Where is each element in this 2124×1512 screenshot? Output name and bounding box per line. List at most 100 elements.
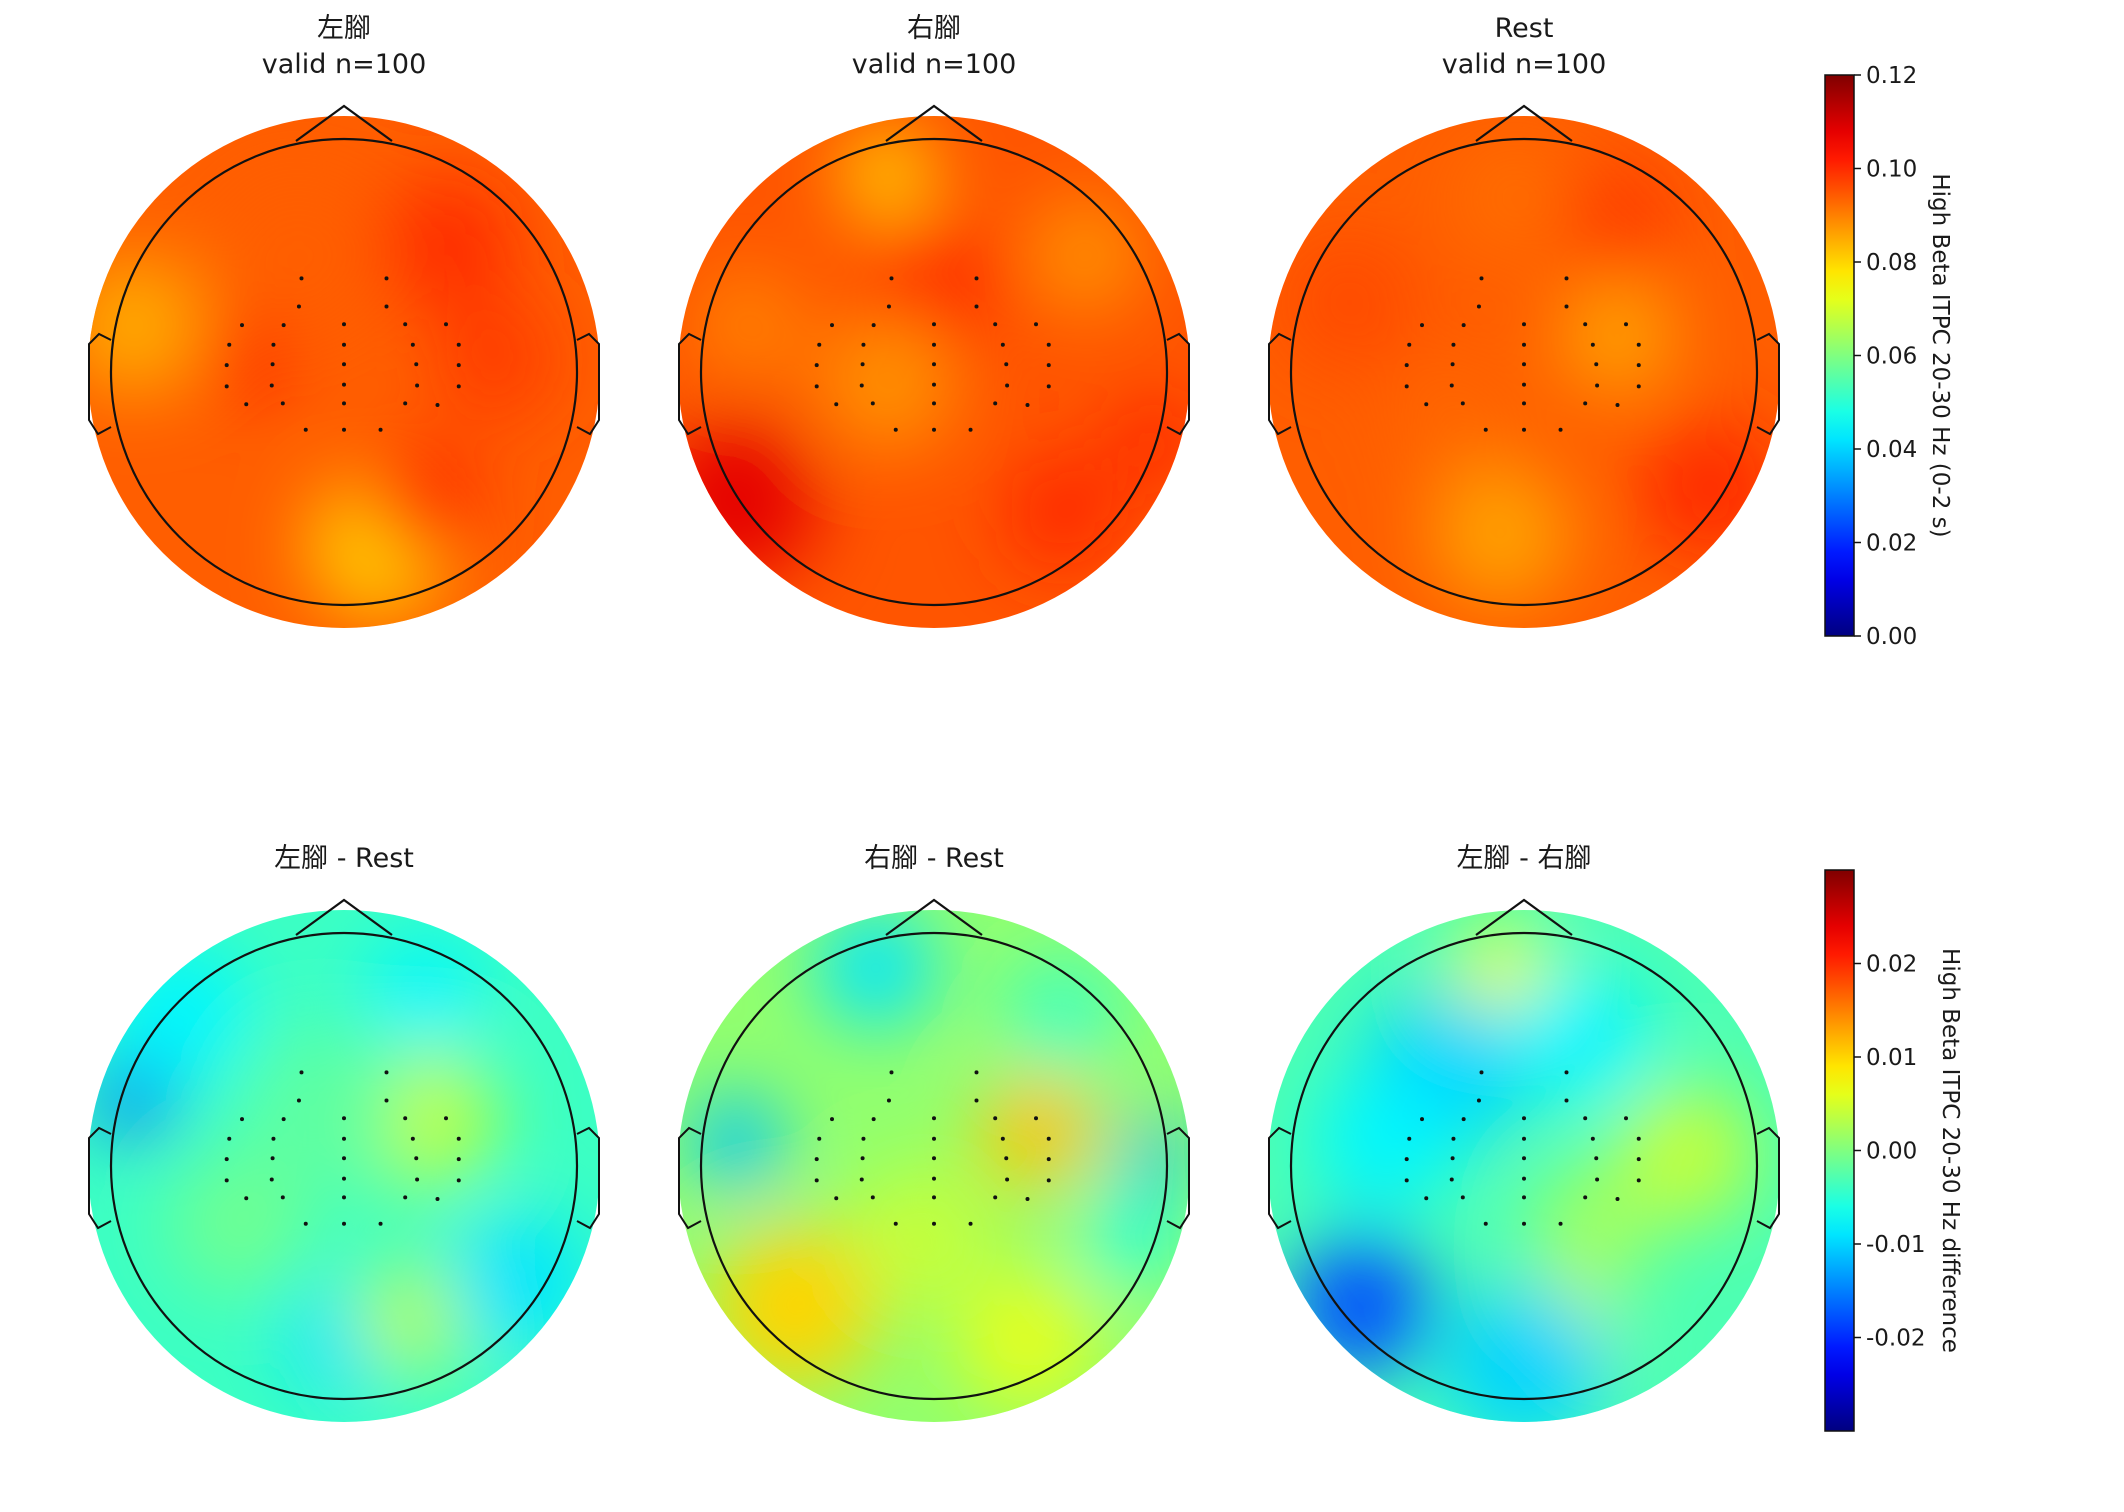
sensor-dot xyxy=(1636,363,1641,368)
topomap-blob xyxy=(215,173,379,338)
sensor-dot xyxy=(1522,1176,1526,1181)
topomap-title-line2: valid n=100 xyxy=(262,49,427,80)
sensor-dot xyxy=(814,1178,819,1183)
sensor-dot xyxy=(1460,401,1465,406)
sensor-dot xyxy=(1450,362,1455,367)
topomap-field xyxy=(678,116,1190,628)
sensor-dot xyxy=(435,403,440,408)
topomap-blob xyxy=(110,944,251,1085)
nose-outline xyxy=(295,104,393,142)
sensor-dot xyxy=(280,401,285,406)
sensor-dot xyxy=(342,1156,346,1161)
topomap-blob xyxy=(1558,278,1676,396)
sensor-dot xyxy=(269,1177,274,1182)
sensor-dot xyxy=(1583,322,1588,327)
sensor-dot xyxy=(974,1098,979,1103)
sensor-dot xyxy=(303,1221,308,1226)
head-outline xyxy=(109,137,579,607)
sensor-dot xyxy=(1004,1156,1009,1161)
sensor-dot xyxy=(1595,383,1600,388)
head-outline xyxy=(109,931,579,1401)
sensor-dot xyxy=(860,362,865,367)
sensor-dot xyxy=(384,1070,389,1075)
sensor-dot xyxy=(244,1196,249,1201)
sensor-dot xyxy=(1450,1156,1455,1161)
topomap-4: 左腳 - Rest xyxy=(88,843,600,1422)
sensor-dot xyxy=(342,401,346,406)
sensor-dot xyxy=(1590,342,1595,347)
sensor-dot xyxy=(384,276,389,281)
sensor-dot xyxy=(1636,1178,1641,1183)
colorbar-tick-label: -0.02 xyxy=(1866,1326,1926,1352)
sensor-dot xyxy=(1420,1117,1424,1122)
sensor-dot xyxy=(1025,1197,1030,1202)
sensor-dot xyxy=(834,402,839,407)
topomap-field xyxy=(1268,116,1780,628)
sensor-dot xyxy=(1636,1157,1641,1162)
sensor-dot xyxy=(974,276,979,281)
colorbar-tick-label: 0.04 xyxy=(1866,437,1917,463)
sensor-dot xyxy=(1483,1221,1488,1226)
sensor-dot xyxy=(814,1157,819,1162)
sensor-dot xyxy=(1451,1136,1456,1141)
sensor-dot xyxy=(342,1221,346,1226)
sensor-dot xyxy=(1583,1116,1588,1121)
colorbar-tick-label: 0.02 xyxy=(1866,952,1917,978)
sensor-dot xyxy=(296,304,301,309)
sensor-dot xyxy=(1046,1178,1051,1183)
sensor-dot xyxy=(342,322,346,327)
topomap-blob xyxy=(383,178,515,310)
sensor-dot xyxy=(974,304,979,309)
sensor-dot xyxy=(384,1098,389,1103)
sensor-dot xyxy=(1522,1221,1526,1226)
sensor-dot xyxy=(1615,403,1620,408)
sensor-dot xyxy=(1424,402,1429,407)
sensor-dot xyxy=(1034,322,1038,327)
sensor-dot xyxy=(342,1116,346,1121)
sensor-dot xyxy=(342,362,346,367)
sensor-dot xyxy=(1449,1177,1454,1182)
sensor-dot xyxy=(861,342,866,347)
sensor-dot xyxy=(456,342,461,347)
colorbar-gradient xyxy=(1824,869,1855,1432)
sensor-dot xyxy=(932,1116,936,1121)
sensor-dot xyxy=(817,1136,822,1141)
nose-outline xyxy=(885,898,983,936)
sensor-dot xyxy=(271,342,276,347)
ear-outline xyxy=(678,1126,702,1230)
sensor-dot xyxy=(1522,1136,1526,1141)
sensor-dot xyxy=(1476,1098,1481,1103)
sensor-dot xyxy=(378,427,383,432)
colorbar-label: High Beta ITPC 20-30 Hz (0-2 s) xyxy=(1927,173,1953,537)
sensor-dot xyxy=(1522,362,1526,367)
sensor-dot xyxy=(1479,276,1484,281)
sensor-dot xyxy=(342,1176,346,1181)
sensor-dot xyxy=(860,1156,865,1161)
sensor-dot xyxy=(1522,427,1526,432)
colorbar-tick-label: 0.00 xyxy=(1866,624,1917,650)
sensor-dot xyxy=(861,1136,866,1141)
sensor-dot xyxy=(1420,323,1424,328)
sensor-dot xyxy=(1522,1156,1526,1161)
nose-outline xyxy=(295,898,393,936)
sensor-dot xyxy=(870,401,875,406)
sensor-dot xyxy=(870,1195,875,1200)
sensor-dot xyxy=(1624,1116,1628,1121)
ear-outline xyxy=(576,332,600,436)
sensor-dot xyxy=(342,1136,346,1141)
head-outline xyxy=(699,931,1169,1401)
colorbar-tick-label: 0.00 xyxy=(1866,1139,1917,1165)
sensor-dot xyxy=(814,384,819,389)
sensor-dot xyxy=(224,363,229,368)
sensor-dot xyxy=(1636,1136,1641,1141)
sensor-dot xyxy=(410,342,415,347)
sensor-dot xyxy=(1046,363,1051,368)
sensor-dot xyxy=(269,383,274,388)
topomap-blob xyxy=(1003,956,1121,1073)
topomap-title-line2: 右腳 - Rest xyxy=(864,843,1004,874)
colorbar-tick-label: 0.06 xyxy=(1866,344,1917,370)
sensor-dot xyxy=(889,1070,894,1075)
head-outline xyxy=(699,137,1169,607)
sensor-dot xyxy=(1449,383,1454,388)
